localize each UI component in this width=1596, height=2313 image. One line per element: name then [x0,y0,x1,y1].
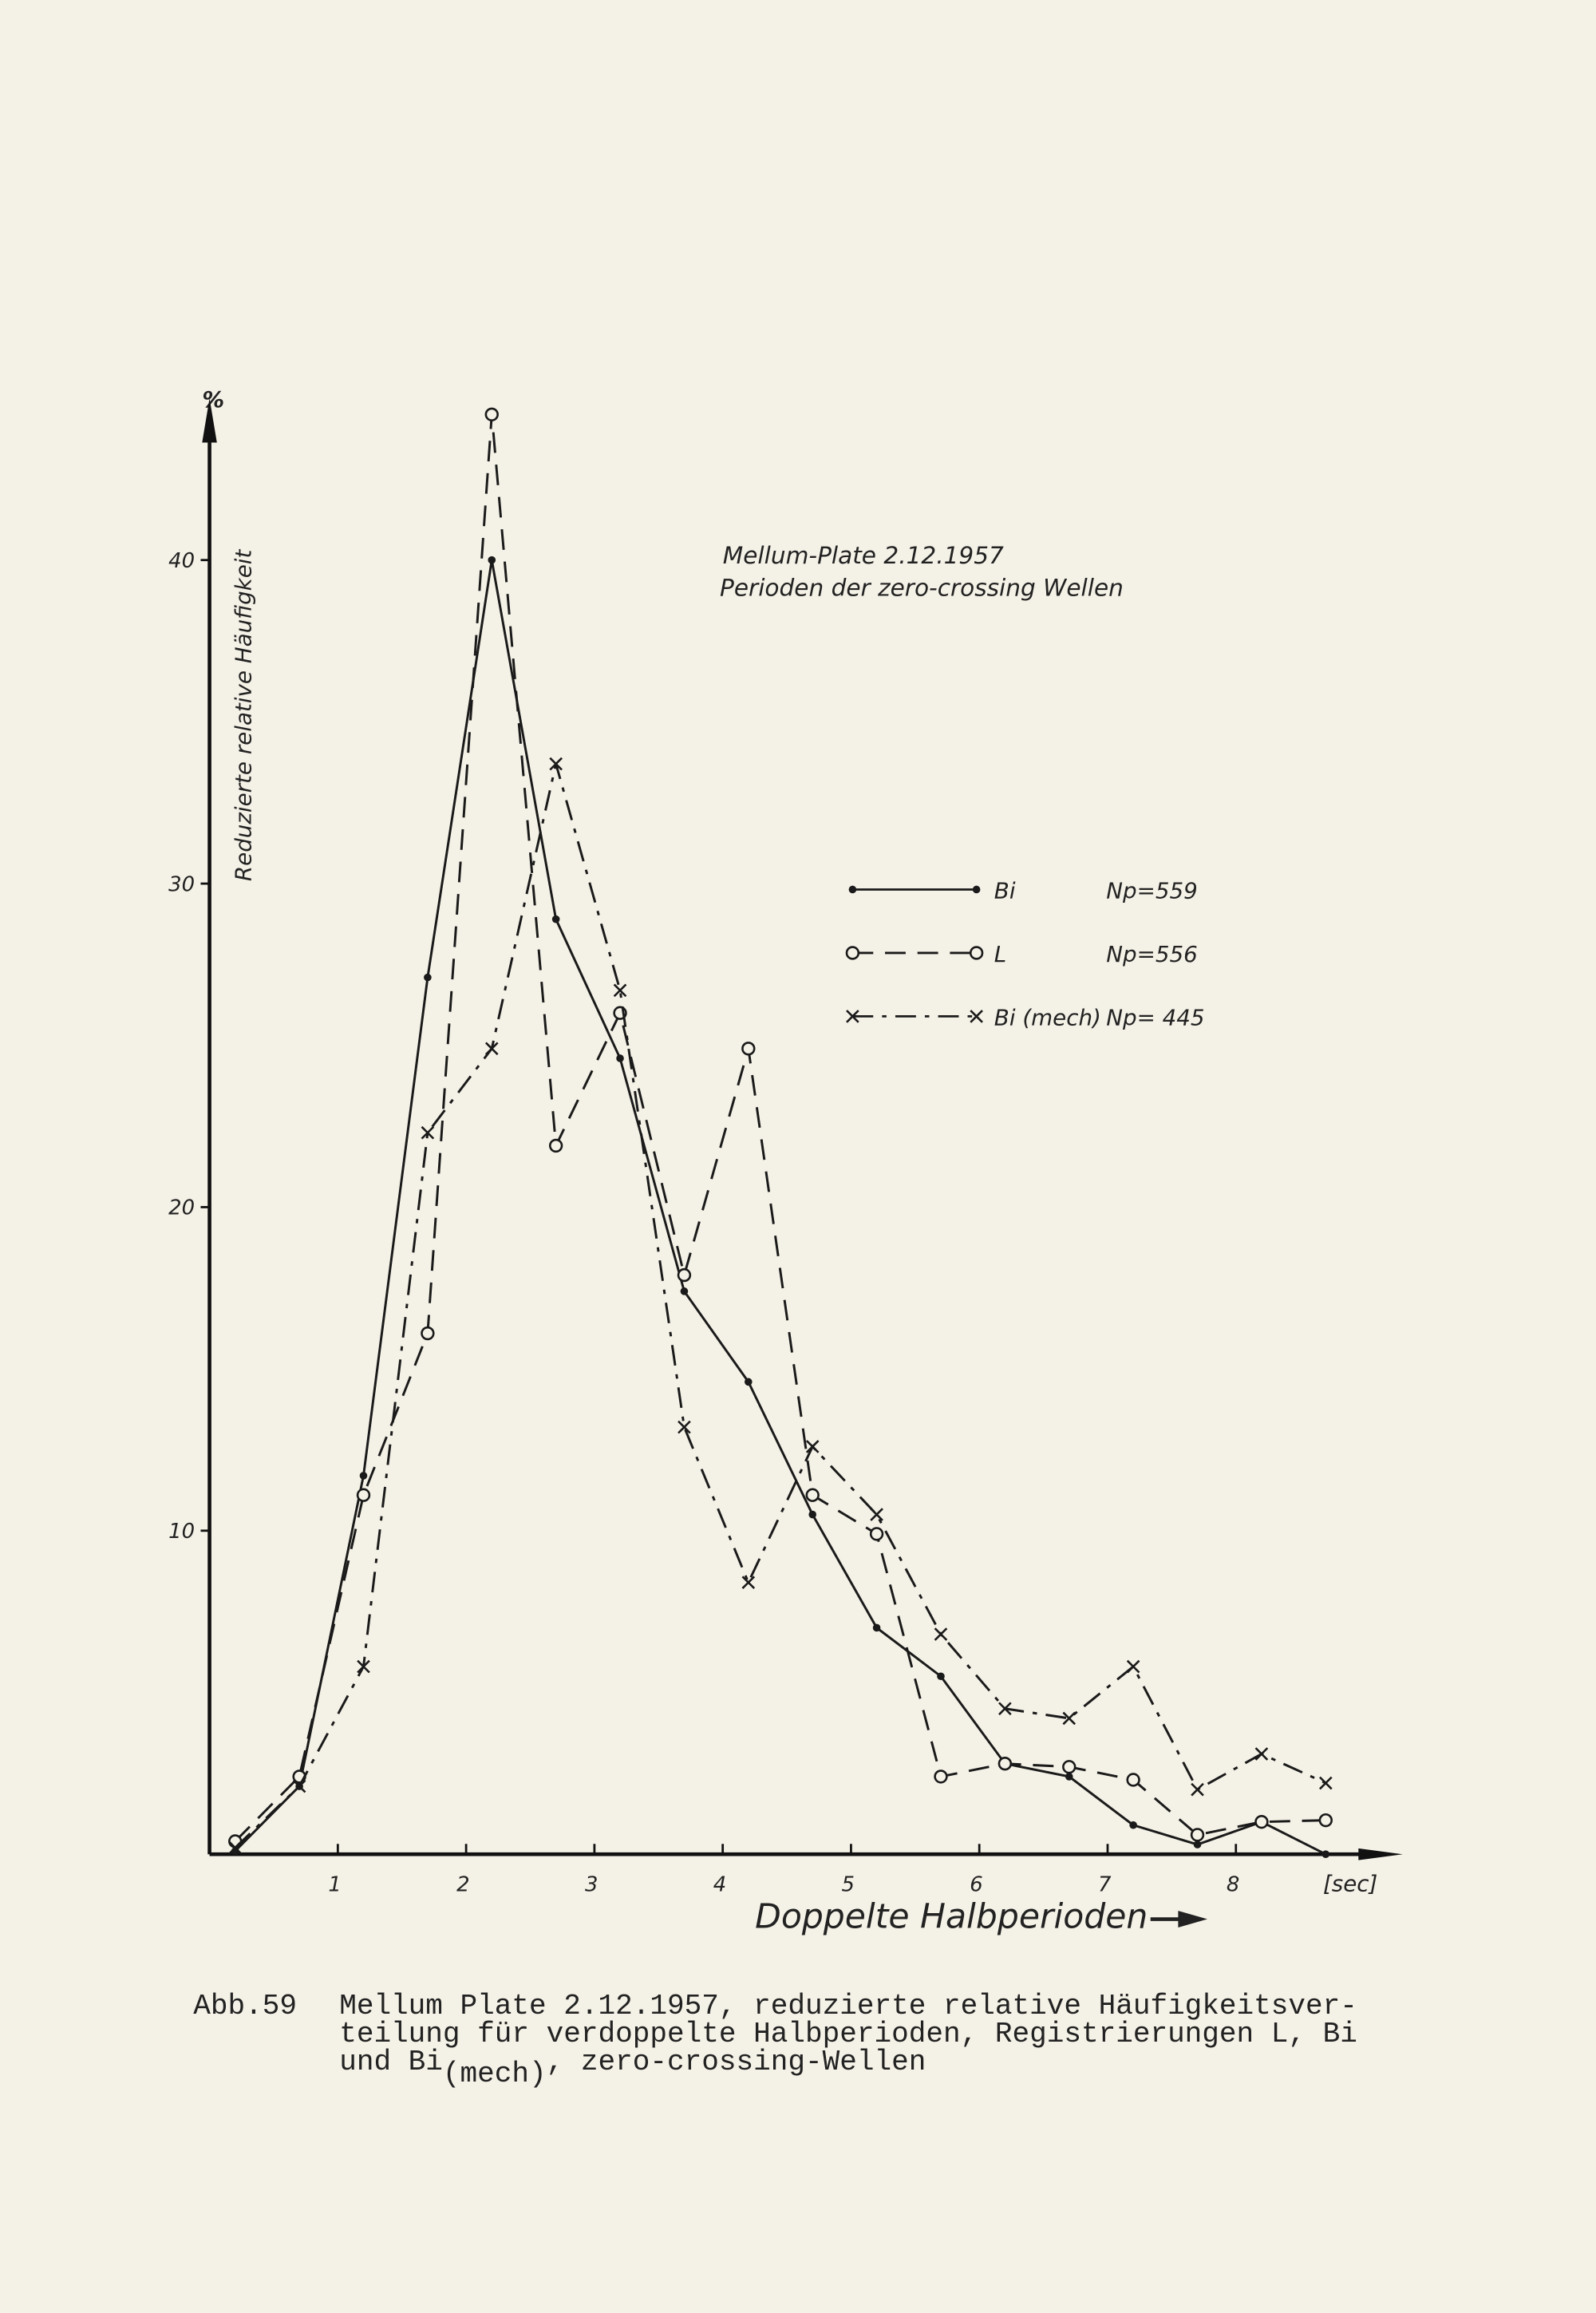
data-point [1062,1760,1077,1774]
legend-label: L [994,941,1006,967]
x-tick-label: 2 [456,1872,469,1896]
legend-marker [970,1010,983,1023]
data-point [1129,1821,1137,1829]
data-point [1062,1711,1077,1726]
series-line [234,414,1326,1843]
chart-subtitle: Perioden der zero-crossing Wellen [720,575,1124,602]
data-point [549,757,563,771]
caption-label: Abb.59 [193,1990,297,2022]
data-point [484,1042,499,1056]
x-tick-label: 1 [328,1872,341,1896]
data-point [934,1769,948,1784]
data-point [937,1672,945,1681]
data-point [616,1054,624,1062]
legend-marker [845,946,860,960]
legend-marker [848,885,857,894]
data-point [1126,1659,1140,1674]
legend-marker [846,1010,859,1023]
caption-line: Mellum Plate 2.12.1957, reduzierte relat… [339,1990,1357,2022]
data-point [1318,1776,1333,1790]
x-axis-label: Doppelte Halbperioden [755,1898,1148,1937]
x-tick-label: 4 [713,1872,726,1896]
x-tick-label: 6 [970,1872,982,1896]
data-point [805,1488,820,1502]
x-axis-arrow [1358,1848,1403,1860]
data-point [741,1576,756,1589]
data-point [424,973,432,982]
data-point [357,1659,370,1674]
y-axis-arrow [202,398,217,443]
data-point [869,1527,884,1541]
y-tick-label: 30 [168,872,195,896]
data-point [613,983,627,998]
data-point [488,556,496,564]
y-tick-label: 10 [168,1520,195,1544]
series-line [234,763,1326,1849]
data-point [934,1627,948,1641]
data-point [808,1510,817,1519]
chart-title: Mellum-Plate 2.12.1957 [723,542,1004,569]
data-point [1191,1782,1204,1797]
y-axis-label: Reduzierte relative Häufigkeit [230,549,256,882]
x-tick-label: 8 [1227,1872,1239,1896]
x-tick-label: 5 [842,1872,855,1896]
data-point [998,1702,1012,1716]
y-tick-label: 40 [168,549,195,573]
data-point [421,1326,435,1341]
data-point [1193,1841,1202,1848]
caption-line: und Bi(mech), zero-crossing-Wellen [339,2046,926,2090]
series-line [234,559,1326,1856]
data-point [745,1378,753,1386]
caption-text: und Bi [339,2046,443,2078]
x-tick-label: 3 [585,1872,598,1896]
data-point [292,1779,306,1793]
x-label-arrow [1150,1911,1207,1928]
legend-np: Np= 445 [1106,1005,1204,1031]
data-point [1126,1773,1140,1787]
data-point [228,1841,243,1855]
data-point [741,1042,756,1056]
data-point [870,1508,883,1521]
data-point [548,1138,563,1153]
x-unit: [sec] [1323,1870,1377,1896]
data-point [484,407,499,421]
data-point [356,1488,371,1502]
y-unit: % [202,386,224,413]
legend-label: Bi [994,878,1016,904]
y-tick-label: 20 [168,1196,195,1220]
data-point [678,1420,691,1434]
legend-marker [969,946,984,960]
data-point [680,1287,689,1295]
data-point [421,1125,435,1140]
data-point [1190,1828,1205,1842]
legend-np: Np=559 [1106,878,1197,904]
caption-text: , zero-crossing-Wellen [547,2046,926,2078]
data-point [551,915,560,923]
legend-marker [972,885,981,894]
x-tick-label: 7 [1098,1872,1112,1896]
data-point [1065,1773,1073,1781]
legend-np: Np=556 [1106,941,1197,967]
data-point [1321,1850,1330,1859]
data-point [677,1267,692,1283]
caption-line: teilung für verdoppelte Halbperioden, Re… [339,2018,1357,2050]
legend-label: Bi (mech) [994,1005,1101,1031]
data-point [998,1757,1013,1771]
data-point [1254,1747,1269,1761]
data-point [1318,1813,1333,1828]
data-point [872,1623,881,1632]
caption-subscript: (mech) [443,2058,547,2090]
data-point [359,1472,368,1480]
data-point [1254,1814,1269,1829]
data-point [805,1440,820,1453]
